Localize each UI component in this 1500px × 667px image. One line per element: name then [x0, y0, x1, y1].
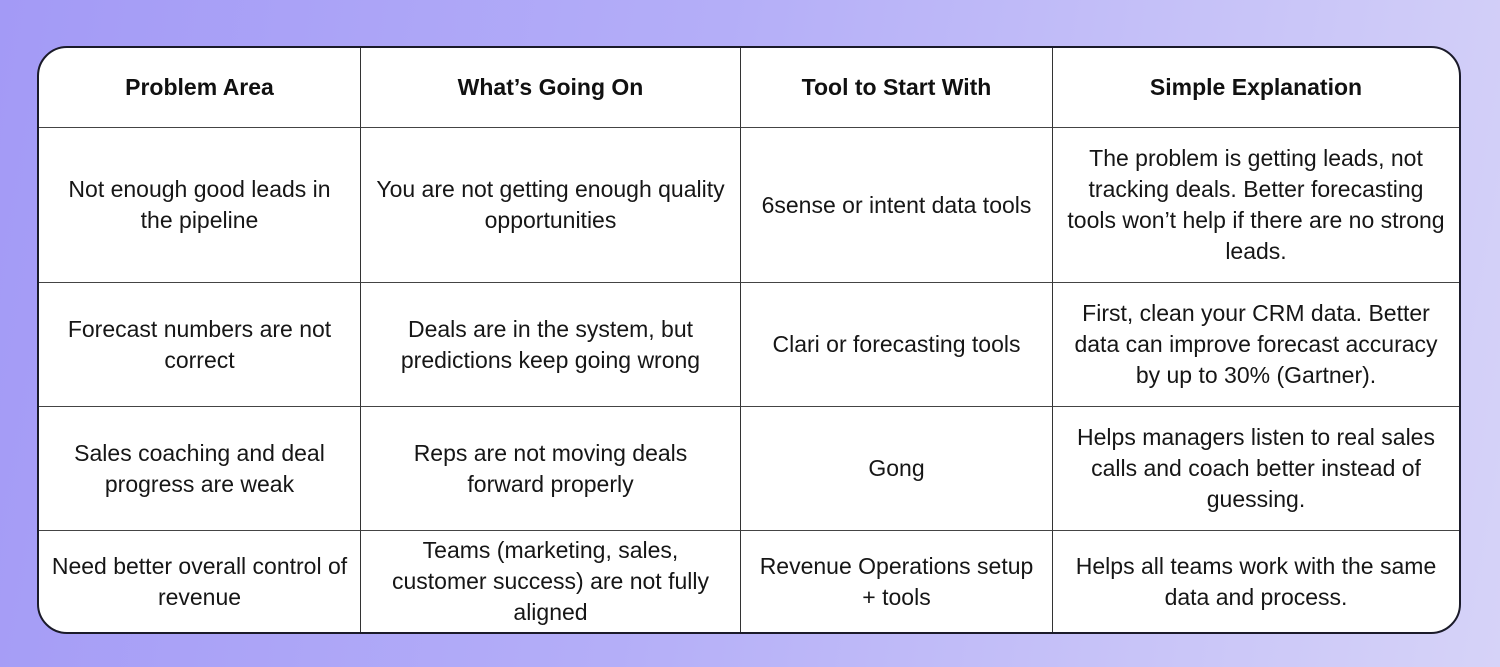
header-simple-explanation: Simple Explanation — [1053, 48, 1459, 128]
cell-problem-area: Forecast numbers are not correct — [39, 283, 361, 407]
cell-simple-explanation: The problem is getting leads, not tracki… — [1053, 128, 1459, 283]
header-problem-area: Problem Area — [39, 48, 361, 128]
cell-tool-to-start-with: Revenue Operations setup + tools — [741, 531, 1053, 632]
cell-whats-going-on: Reps are not moving deals forward proper… — [361, 407, 741, 531]
cell-simple-explanation: Helps managers listen to real sales call… — [1053, 407, 1459, 531]
cell-problem-area: Not enough good leads in the pipeline — [39, 128, 361, 283]
header-whats-going-on: What’s Going On — [361, 48, 741, 128]
comparison-table: Problem Area What’s Going On Tool to Start… — [37, 46, 1461, 634]
cell-simple-explanation: Helps all teams work with the same data … — [1075, 552, 1437, 610]
cell-tool-to-start-with: 6sense or intent data tools — [741, 128, 1053, 283]
cell-problem-area: Sales coaching and deal progress are wea… — [39, 407, 361, 531]
cell-whats-going-on: Teams (marketing, sales, customer succes… — [361, 531, 741, 632]
cell-tool-to-start-with: Clari or forecasting tools — [741, 283, 1053, 407]
cell-whats-going-on: You are not getting enough quality oppor… — [361, 128, 741, 283]
header-tool-to-start-with: Tool to Start With — [741, 48, 1053, 128]
cell-tool-to-start-with: Gong — [741, 407, 1053, 531]
cell-simple-explanation: First, clean your CRM data. Better data … — [1053, 283, 1459, 407]
cell-problem-area: Need better overall control of revenue — [39, 531, 361, 632]
cell-whats-going-on: Deals are in the system, but predictions… — [361, 283, 741, 407]
